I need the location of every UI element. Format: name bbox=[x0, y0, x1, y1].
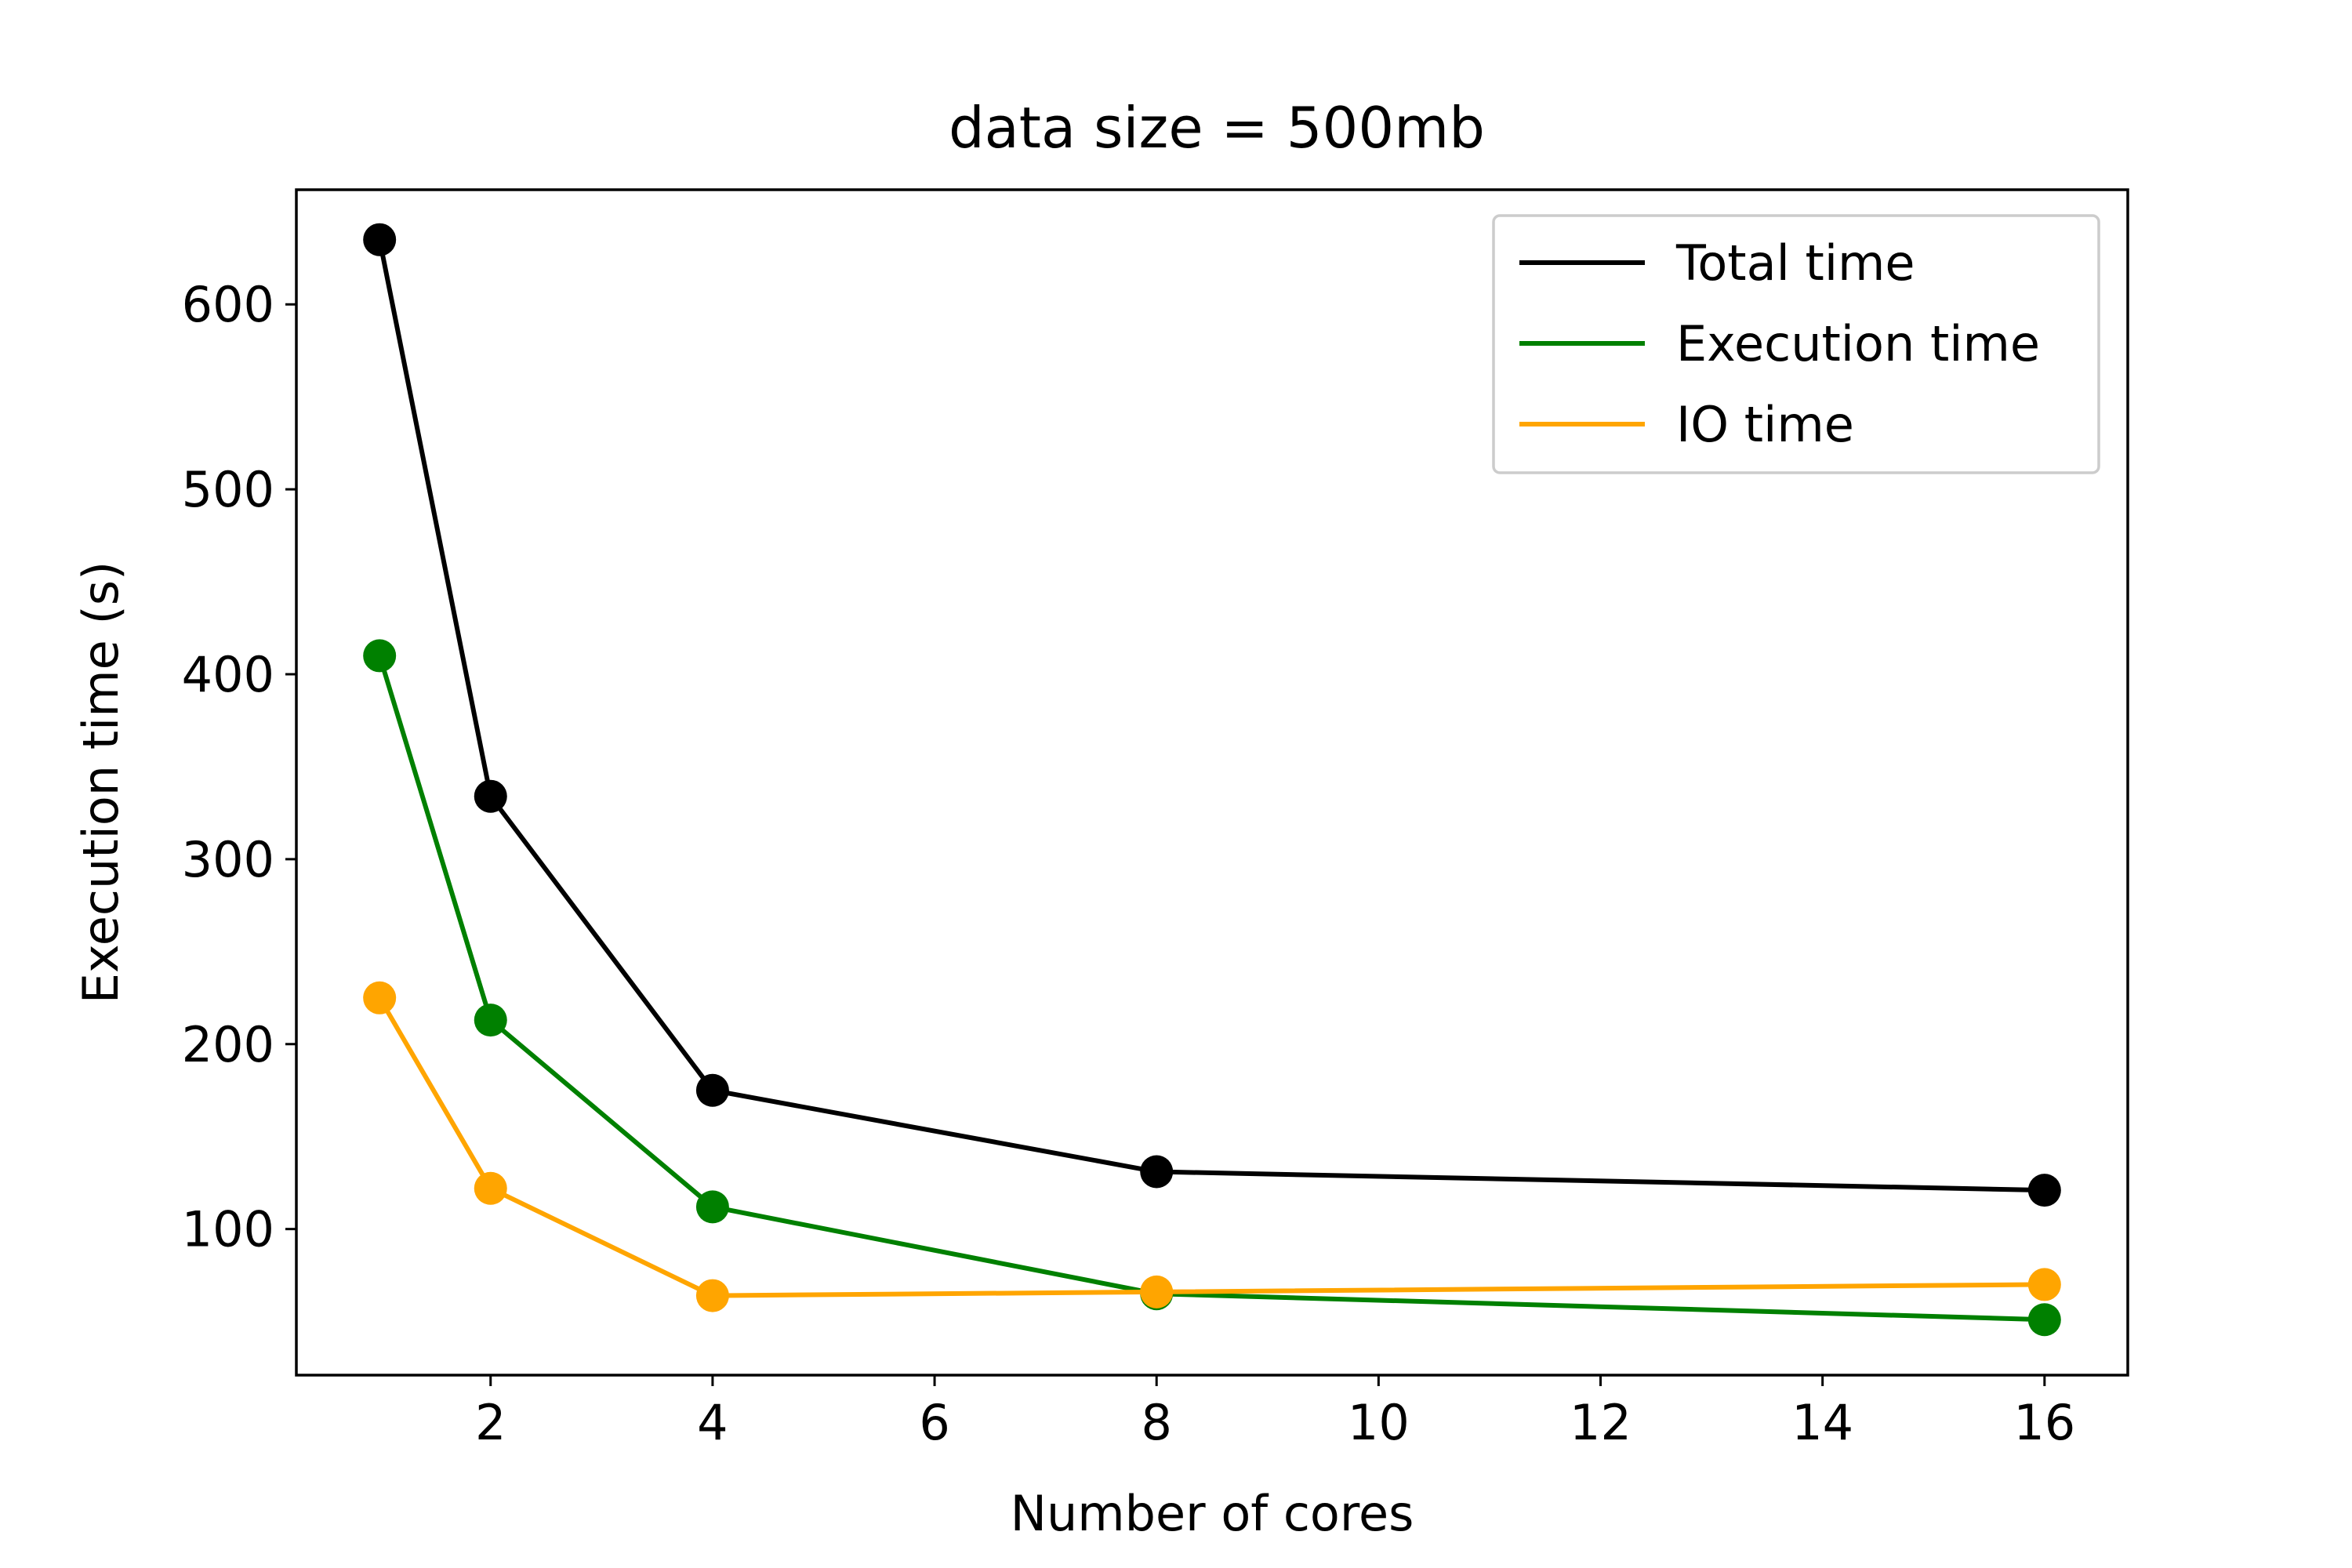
data-point-io-time bbox=[474, 1171, 507, 1205]
x-tick-label: 10 bbox=[1348, 1394, 1410, 1451]
legend-entry-total-time: Total time bbox=[1519, 234, 1915, 292]
y-tick-label: 400 bbox=[182, 646, 274, 703]
data-point-total-time bbox=[2027, 1174, 2061, 1207]
series-layer bbox=[363, 223, 2061, 1337]
data-point-io-time bbox=[2027, 1268, 2061, 1301]
data-point-execution-time bbox=[2027, 1303, 2061, 1337]
x-tick-label: 6 bbox=[919, 1394, 949, 1451]
legend-entries: Total time Execution time IO time bbox=[1519, 234, 2040, 453]
x-axis: 2 4 6 8 10 12 14 16 bbox=[475, 1375, 2075, 1451]
data-point-io-time bbox=[695, 1279, 729, 1312]
data-point-total-time bbox=[695, 1073, 729, 1107]
x-tick-label: 14 bbox=[1791, 1394, 1853, 1451]
data-point-io-time bbox=[1140, 1275, 1174, 1308]
y-axis-label: Execution time (s) bbox=[72, 561, 129, 1004]
legend-label: IO time bbox=[1676, 396, 1854, 453]
data-point-total-time bbox=[363, 223, 397, 256]
data-point-execution-time bbox=[474, 1004, 507, 1037]
x-tick-label: 2 bbox=[475, 1394, 506, 1451]
plot-area-frame bbox=[295, 188, 2129, 1377]
y-tick-label: 300 bbox=[182, 831, 274, 888]
y-tick-label: 200 bbox=[182, 1016, 274, 1073]
series-io-time bbox=[363, 981, 2061, 1312]
data-point-execution-time bbox=[363, 639, 397, 673]
y-tick-label: 600 bbox=[182, 276, 274, 333]
x-axis-label: Number of cores bbox=[1011, 1485, 1414, 1542]
x-tick-label: 4 bbox=[697, 1394, 728, 1451]
legend-entry-io-time: IO time bbox=[1519, 396, 1854, 453]
x-tick-label: 8 bbox=[1141, 1394, 1171, 1451]
data-point-io-time bbox=[363, 981, 397, 1014]
legend: Total time Execution time IO time bbox=[1492, 214, 2100, 474]
y-tick-label: 500 bbox=[182, 461, 274, 518]
y-tick-label: 100 bbox=[182, 1201, 274, 1258]
y-axis: 100 200 300 400 500 600 bbox=[182, 276, 296, 1258]
legend-label: Execution time bbox=[1676, 315, 2040, 372]
x-tick-label: 16 bbox=[2013, 1394, 2075, 1451]
data-point-total-time bbox=[1140, 1155, 1174, 1189]
series-total-time bbox=[363, 223, 2061, 1207]
x-tick-label: 12 bbox=[1570, 1394, 1632, 1451]
legend-box bbox=[1492, 214, 2100, 474]
legend-label: Total time bbox=[1675, 234, 1915, 292]
legend-entry-execution-time: Execution time bbox=[1519, 315, 2040, 372]
data-point-total-time bbox=[474, 779, 507, 813]
data-point-execution-time bbox=[695, 1190, 729, 1224]
chart-title: data size = 500mb bbox=[949, 95, 1485, 161]
